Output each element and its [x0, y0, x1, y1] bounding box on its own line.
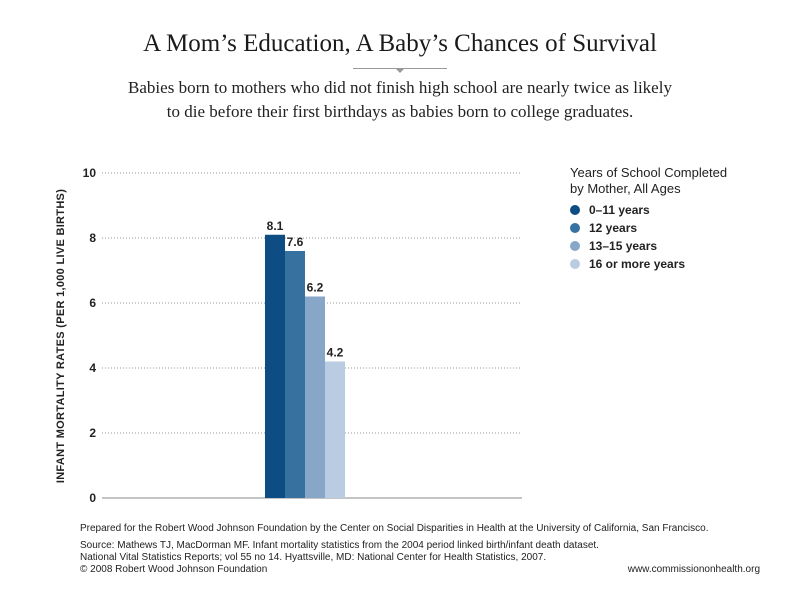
- legend-item: 12 years: [570, 219, 770, 237]
- legend-item: 16 or more years: [570, 255, 770, 273]
- bar-value-label: 6.2: [307, 281, 324, 295]
- legend-title-line-2: by Mother, All Ages: [570, 181, 681, 196]
- legend-title-line-1: Years of School Completed: [570, 165, 728, 180]
- legend-item: 13–15 years: [570, 237, 770, 255]
- bar-value-label: 7.6: [287, 235, 304, 249]
- footer-source-line-1: Source: Mathews TJ, MacDorman MF. Infant…: [80, 540, 599, 551]
- bar: [325, 361, 345, 498]
- y-tick-label: 10: [83, 166, 97, 180]
- legend-swatch-icon: [570, 259, 580, 269]
- bar: [305, 296, 325, 498]
- footer-copyright: © 2008 Robert Wood Johnson Foundation: [80, 564, 268, 575]
- legend-label: 0–11 years: [589, 203, 650, 217]
- chart-title: A Mom’s Education, A Baby’s Chances of S…: [143, 30, 657, 57]
- footer-website: www.commissiononhealth.org: [627, 564, 760, 575]
- legend: Years of School Completed by Mother, All…: [570, 165, 770, 273]
- y-tick-label: 6: [89, 296, 96, 310]
- legend-label: 16 or more years: [589, 257, 686, 271]
- bar: [265, 234, 285, 498]
- subtitle-line-2: to die before their first birthdays as b…: [166, 102, 634, 121]
- y-tick-label: 4: [89, 361, 96, 375]
- data-labels: 8.17.6 6.2 4.2: [267, 219, 344, 360]
- y-tick-labels: 0 2 4 6 8 10: [83, 166, 97, 505]
- y-tick-label: 0: [89, 491, 96, 505]
- legend-label: 12 years: [589, 221, 638, 235]
- legend-item: 0–11 years: [570, 201, 770, 219]
- legend-swatch-icon: [570, 241, 580, 251]
- subtitle-line-1: Babies born to mothers who did not finis…: [128, 78, 672, 97]
- y-tick-label: 8: [89, 231, 96, 245]
- footer-source: Source: Mathews TJ, MacDorman MF. Infant…: [80, 540, 599, 564]
- footer-source-line-2: National Vital Statistics Reports; vol 5…: [80, 552, 547, 563]
- legend-swatch-icon: [570, 205, 580, 215]
- bar-value-label: 8.1: [267, 219, 284, 233]
- legend-label: 13–15 years: [589, 239, 658, 253]
- bar: [285, 251, 305, 498]
- legend-swatch-icon: [570, 223, 580, 233]
- bars: [265, 234, 345, 498]
- y-tick-label: 2: [89, 426, 96, 440]
- footer-prepared: Prepared for the Robert Wood Johnson Fou…: [80, 523, 709, 534]
- chart-subtitle: Babies born to mothers who did not finis…: [110, 76, 690, 124]
- bar-value-label: 4.2: [327, 346, 344, 360]
- legend-title: Years of School Completed by Mother, All…: [570, 165, 770, 197]
- title-divider-notch: [395, 68, 405, 73]
